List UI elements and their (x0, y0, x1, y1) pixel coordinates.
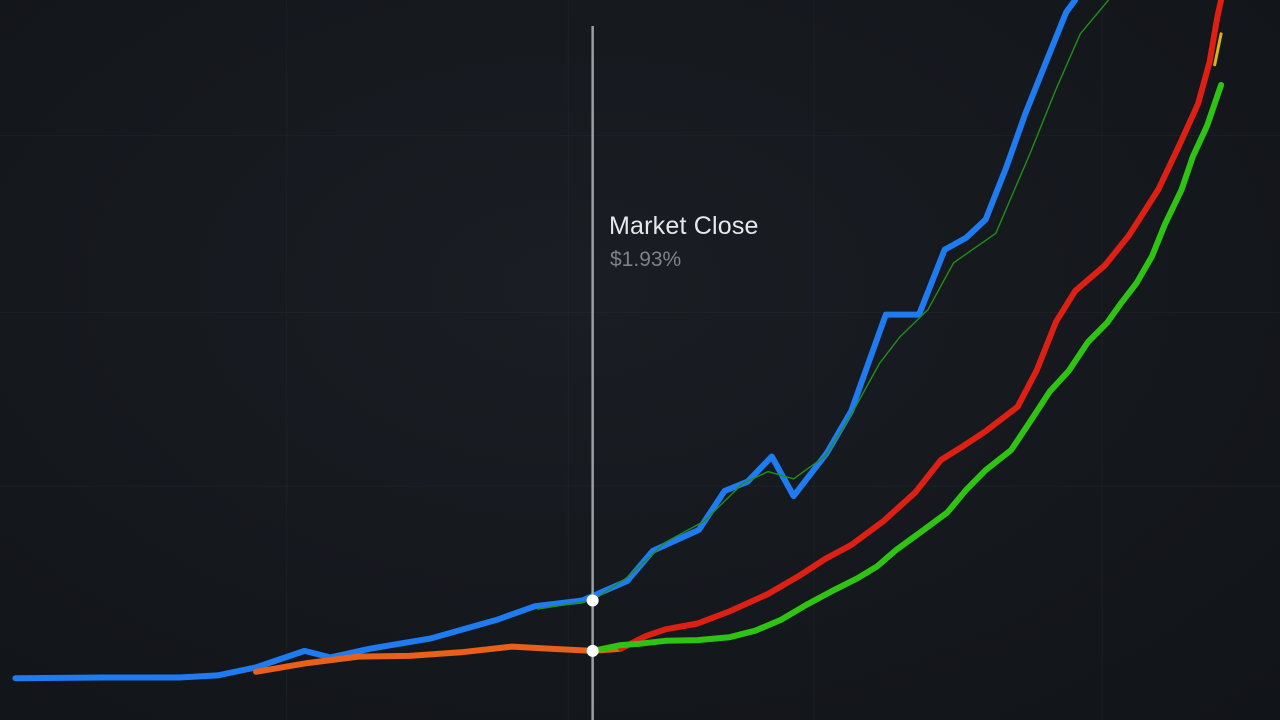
highlight-point-0[interactable] (586, 594, 599, 607)
series-layer (12, 0, 1225, 682)
highlight-points (586, 594, 599, 657)
series-line-orange[interactable] (253, 643, 624, 675)
highlight-point-1[interactable] (586, 644, 599, 657)
market-close-label: Market Close (609, 212, 759, 240)
series-line-tip_yellow[interactable] (1213, 32, 1223, 67)
market-close-value: $1.93% (610, 248, 682, 271)
series-line-green[interactable] (589, 82, 1225, 654)
series-line-red[interactable] (617, 0, 1225, 652)
series-line-blue[interactable] (12, 0, 1079, 682)
series-line-thin_green[interactable] (536, 0, 1110, 610)
